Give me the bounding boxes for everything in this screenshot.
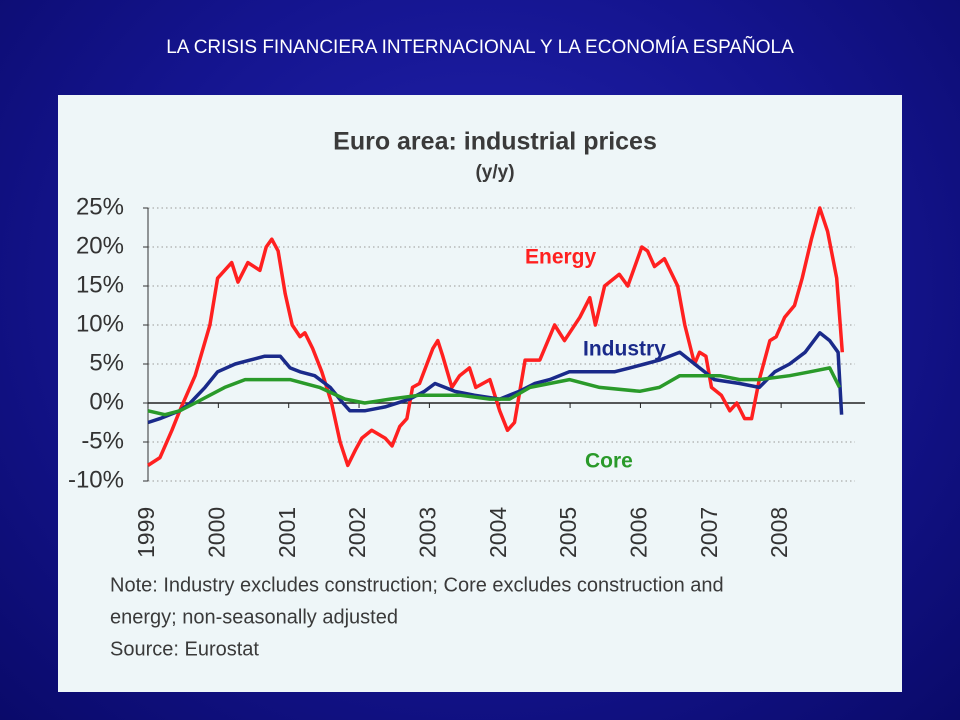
- y-tick-label: -10%: [68, 466, 124, 493]
- series-label: Core: [585, 450, 633, 473]
- y-tick-label: 20%: [76, 232, 124, 259]
- y-tick-label: 10%: [76, 310, 124, 337]
- chart-subtitle: (y/y): [475, 162, 514, 183]
- slide-title: LA CRISIS FINANCIERA INTERNACIONAL Y LA …: [166, 36, 794, 58]
- series-label: Industry: [583, 338, 666, 361]
- note: Source: Eurostat: [110, 638, 259, 660]
- chart-panel: [58, 95, 902, 692]
- x-tick-label: 2005: [555, 507, 581, 558]
- y-tick-label: 15%: [76, 271, 124, 298]
- y-tick-label: 5%: [89, 349, 124, 376]
- x-tick-label: 2000: [203, 507, 229, 558]
- series-label: Energy: [525, 246, 597, 269]
- note: energy; non-seasonally adjusted: [110, 606, 398, 628]
- series-line: [147, 366, 842, 417]
- y-tick-label: 0%: [89, 388, 124, 415]
- x-tick-label: 2007: [696, 507, 722, 558]
- x-tick-label: 2003: [414, 507, 440, 558]
- y-tick-label: -5%: [81, 427, 124, 454]
- x-tick-label: 1999: [133, 507, 159, 558]
- x-tick-label: 2006: [626, 507, 652, 558]
- y-tick-label: 25%: [76, 193, 124, 220]
- note: Note: Industry excludes construction; Co…: [110, 574, 724, 596]
- series-line: [147, 206, 845, 468]
- x-tick-label: 2004: [485, 507, 511, 558]
- x-tick-label: 2002: [344, 507, 370, 558]
- x-tick-label: 2001: [274, 507, 300, 558]
- chart-title: Euro area: industrial prices: [333, 128, 657, 156]
- x-tick-label: 2008: [766, 507, 792, 558]
